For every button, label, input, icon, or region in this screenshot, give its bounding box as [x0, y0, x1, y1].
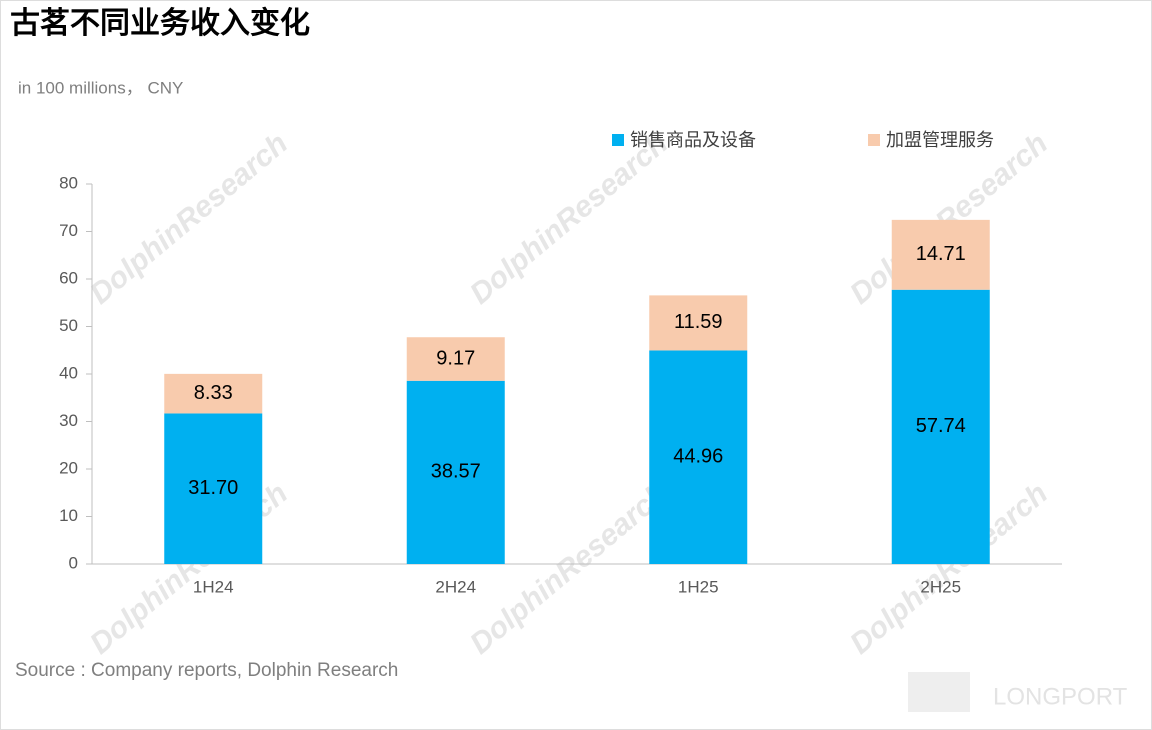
x-tick-label: 2H25 — [920, 577, 961, 596]
legend-label: 销售商品及设备 — [630, 130, 756, 150]
x-tick-label: 1H25 — [678, 577, 719, 596]
logo: LONGPORT — [993, 683, 1128, 710]
legend-swatch — [868, 134, 880, 146]
data-label: 38.57 — [431, 461, 481, 483]
y-tick-label: 80 — [59, 173, 78, 192]
y-tick-label: 70 — [59, 221, 78, 240]
bar-segment — [164, 413, 263, 564]
legend-swatch — [612, 134, 624, 146]
y-tick-label: 60 — [59, 268, 78, 287]
bar-segment — [891, 219, 990, 290]
data-label: 11.59 — [674, 311, 723, 333]
x-tick-label: 2H24 — [435, 577, 476, 596]
data-label: 57.74 — [916, 415, 966, 437]
y-tick-label: 50 — [59, 316, 78, 335]
unit-label: in 100 millions， CNY — [18, 78, 183, 97]
data-label: 44.96 — [673, 446, 723, 468]
bar-segment — [891, 289, 990, 564]
y-tick-label: 0 — [69, 553, 78, 572]
data-label: 9.17 — [436, 347, 475, 369]
source: Source : Company reports, Dolphin Resear… — [15, 660, 398, 681]
y-tick-label: 10 — [59, 506, 78, 525]
data-label: 14.71 — [916, 243, 966, 265]
bar-segment — [649, 350, 748, 564]
bar-segment — [406, 337, 505, 381]
data-label: 8.33 — [194, 382, 233, 404]
legend-label: 加盟管理服务 — [886, 130, 994, 150]
chart-title: 古茗不同业务收入变化 — [10, 6, 310, 40]
bar-segment — [164, 373, 263, 414]
bar-segment — [649, 295, 748, 351]
y-tick-label: 20 — [59, 458, 78, 477]
bar-segment — [406, 380, 505, 564]
y-tick-label: 30 — [59, 411, 78, 430]
data-label: 31.70 — [188, 477, 238, 499]
logo-icon — [908, 672, 970, 712]
x-tick-label: 1H24 — [193, 577, 234, 596]
y-tick-label: 40 — [59, 363, 78, 382]
